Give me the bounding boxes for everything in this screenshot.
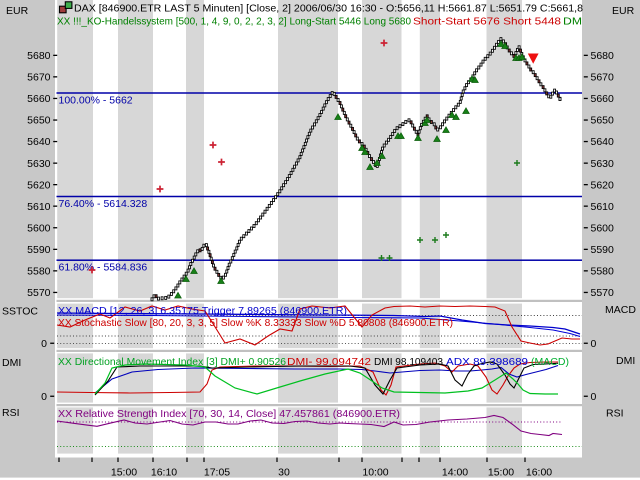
svg-text:17:05: 17:05: [204, 466, 230, 478]
svg-text:5610: 5610: [591, 201, 615, 213]
svg-text:5610: 5610: [27, 201, 51, 213]
svg-text:RSI: RSI: [2, 407, 20, 419]
svg-text:5630: 5630: [591, 158, 615, 170]
svg-text:0: 0: [591, 391, 597, 403]
svg-text:DMI 98.109403: DMI 98.109403: [374, 356, 443, 368]
svg-text:XX Directional Movement Index: XX Directional Movement Index [3] DMI+ 0…: [58, 356, 286, 368]
svg-text:100.00% - 5662: 100.00% - 5662: [59, 94, 133, 106]
svg-text:XX !!!_KO-Handelssystem [500,: XX !!!_KO-Handelssystem [500, 1, 4, 9, 0…: [57, 15, 411, 27]
svg-text:5580: 5580: [27, 266, 51, 278]
svg-text:10:00: 10:00: [362, 466, 388, 478]
svg-text:5650: 5650: [27, 115, 51, 127]
svg-text:5630: 5630: [27, 158, 51, 170]
svg-text:0: 0: [591, 338, 597, 350]
svg-text:5600: 5600: [27, 222, 51, 234]
svg-text:14:00: 14:00: [442, 466, 468, 478]
svg-text:SSTOC: SSTOC: [2, 306, 38, 318]
svg-text:5620: 5620: [27, 179, 51, 191]
svg-text:16:10: 16:10: [151, 466, 177, 478]
svg-text:DM: DM: [563, 15, 582, 27]
svg-text:16:00: 16:00: [526, 466, 552, 478]
svg-text:15:00: 15:00: [111, 466, 137, 478]
svg-text:EUR: EUR: [612, 5, 635, 17]
svg-text:5670: 5670: [591, 72, 615, 84]
svg-text:76.40% - 5614.328: 76.40% - 5614.328: [59, 198, 148, 210]
svg-text:5590: 5590: [591, 244, 615, 256]
svg-text:5640: 5640: [27, 136, 51, 148]
svg-text:5570: 5570: [27, 287, 51, 299]
svg-text:(MACD): (MACD): [531, 356, 569, 368]
svg-text:EUR: EUR: [6, 5, 29, 17]
svg-text:5660: 5660: [591, 93, 615, 105]
svg-text:Short-Start 5676 Short 5448: Short-Start 5676 Short 5448: [413, 15, 561, 27]
svg-text:0: 0: [41, 338, 47, 350]
svg-text:DMI: DMI: [2, 357, 21, 369]
svg-text:DAX [846900.ETR LAST 5 Minuten: DAX [846900.ETR LAST 5 Minuten] [Close, …: [74, 2, 583, 14]
svg-text:5590: 5590: [27, 244, 51, 256]
svg-text:5580: 5580: [591, 266, 615, 278]
svg-text:RSI: RSI: [606, 408, 624, 420]
svg-text:5570: 5570: [591, 287, 615, 299]
svg-text:MACD: MACD: [605, 304, 636, 316]
svg-text:DMI: DMI: [616, 355, 635, 367]
svg-text:61.80% - 5584.836: 61.80% - 5584.836: [59, 262, 148, 274]
svg-text:XX MACD [12, 26, 3] 6.35175 Tr: XX MACD [12, 26, 3] 6.35175 Trigger 7.89…: [58, 305, 347, 317]
svg-text:30: 30: [278, 466, 290, 478]
svg-text:5620: 5620: [591, 179, 615, 191]
svg-text:ADX 89.398689: ADX 89.398689: [446, 356, 528, 368]
svg-text:5660: 5660: [27, 93, 51, 105]
svg-text:15:00: 15:00: [488, 466, 514, 478]
svg-text:5670: 5670: [27, 72, 51, 84]
svg-text:5680: 5680: [591, 50, 615, 62]
svg-text:XX Relative Strength Index [70: XX Relative Strength Index [70, 30, 14, …: [58, 408, 400, 420]
svg-text:0: 0: [41, 391, 47, 403]
svg-text:5640: 5640: [591, 136, 615, 148]
svg-text:5680: 5680: [27, 50, 51, 62]
svg-text:XX Stochastic Slow [80, 20, 3,: XX Stochastic Slow [80, 20, 3, 3, 5] Slo…: [58, 317, 453, 329]
svg-text:5650: 5650: [591, 115, 615, 127]
svg-text:5600: 5600: [591, 222, 615, 234]
svg-text:DMI- 99.094742: DMI- 99.094742: [287, 356, 371, 368]
